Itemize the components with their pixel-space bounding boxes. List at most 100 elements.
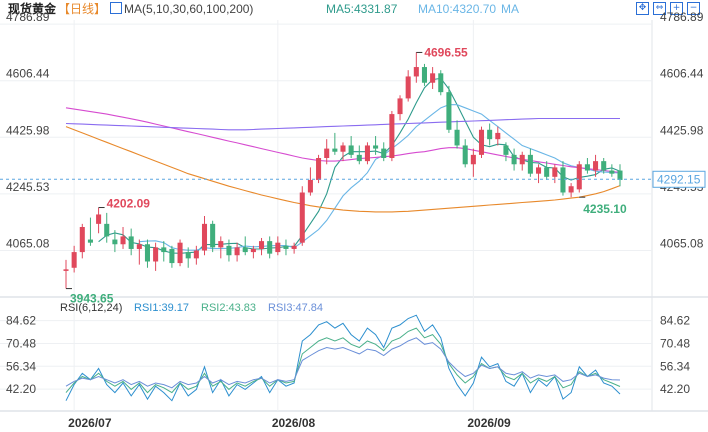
candle-body xyxy=(112,239,118,245)
rsi-tick-right: 42.20 xyxy=(660,382,690,396)
rsi-tick-left: 70.48 xyxy=(6,336,36,350)
toolbar: ✥ ⇔ + − xyxy=(636,2,700,15)
candle-body xyxy=(576,164,582,190)
candle-body xyxy=(470,154,476,165)
zoom-in-icon[interactable]: + xyxy=(670,2,683,15)
candle-body xyxy=(275,242,281,253)
candle-body xyxy=(291,245,297,249)
candle-body xyxy=(136,244,142,249)
candle-body xyxy=(63,269,69,271)
y-tick-left: 4425.98 xyxy=(6,123,50,137)
candle-body xyxy=(495,132,501,140)
candle-body xyxy=(503,145,509,155)
current-price-label: 4292.15 xyxy=(657,172,701,186)
candle-body xyxy=(356,154,362,162)
local-high-label: 4202.09 xyxy=(107,197,151,211)
candle-body xyxy=(324,148,330,158)
rsi-params: RSI(6,12,24) xyxy=(60,302,122,314)
local-low-label: 4235.10 xyxy=(583,202,627,216)
ma-params: MA(5,10,30,60,100,200) xyxy=(124,2,254,16)
x-tick-label: 2026/09 xyxy=(467,416,511,430)
candle-body xyxy=(299,192,305,243)
y-tick-right: 4606.44 xyxy=(660,67,704,81)
candle-body xyxy=(153,247,159,262)
candle-body xyxy=(544,167,550,177)
candle-body xyxy=(234,247,240,256)
candle-body xyxy=(250,248,256,253)
candle-body xyxy=(609,170,615,174)
candle-body xyxy=(381,148,387,158)
candle-body xyxy=(405,76,411,99)
candle-body xyxy=(413,67,419,77)
x-tick-label: 2026/08 xyxy=(272,416,316,430)
candle-body xyxy=(242,247,248,253)
candle-body xyxy=(87,239,93,243)
chart-header: 现货黄金 【日线】 MA(5,10,30,60,100,200) MA5:433… xyxy=(0,0,708,18)
crosshair-icon[interactable]: ✥ xyxy=(636,2,649,15)
candle-body xyxy=(552,167,558,177)
candle-body xyxy=(71,252,77,268)
rsi-tick-right: 84.62 xyxy=(660,314,690,328)
y-tick-left: 4786.89 xyxy=(6,10,50,24)
candle-body xyxy=(536,167,542,174)
candle-body xyxy=(283,245,289,249)
period-selector[interactable]: 【日线】 xyxy=(58,2,107,16)
ma5-line xyxy=(98,77,621,254)
rsi3-line xyxy=(65,337,621,389)
ma100-line xyxy=(65,126,621,213)
candle-body xyxy=(161,247,167,253)
candle-body xyxy=(169,248,175,264)
candle-body xyxy=(120,236,126,245)
candle-body xyxy=(487,129,493,140)
zoom-out-icon[interactable]: − xyxy=(687,2,700,15)
candle-body xyxy=(210,223,216,248)
ma-more: MA xyxy=(501,2,519,16)
candle-body xyxy=(316,158,322,180)
candle-body xyxy=(446,92,452,130)
candle-body xyxy=(421,67,427,83)
rsi2-value: RSI2:43.83 xyxy=(201,302,256,314)
candle-body xyxy=(527,154,533,174)
candle-body xyxy=(104,223,110,237)
y-tick-left: 4606.44 xyxy=(6,67,50,81)
candle-body xyxy=(144,244,150,262)
candle-body xyxy=(454,129,460,146)
rsi2-line xyxy=(65,327,621,394)
candle-body xyxy=(568,186,574,193)
ma-settings-label[interactable]: MA(5,10,30,60,100,200) xyxy=(110,0,253,18)
low-label: 3943.65 xyxy=(70,292,114,306)
candle-body xyxy=(201,223,208,251)
candle-body xyxy=(177,242,183,264)
ma10-value: MA10:4320.70 xyxy=(418,2,497,16)
candle-body xyxy=(462,145,468,165)
candle-body xyxy=(340,145,346,152)
rsi3-value: RSI3:47.84 xyxy=(268,302,323,314)
candle-body xyxy=(79,227,85,253)
rsi-tick-left: 56.34 xyxy=(6,359,36,373)
symbol-label: 现货黄金 xyxy=(8,2,57,16)
rsi1-value: RSI1:39.17 xyxy=(134,302,189,314)
y-tick-left: 4065.08 xyxy=(6,236,50,250)
candle-body xyxy=(373,145,379,149)
y-tick-left: 4245.53 xyxy=(6,180,50,194)
candle-body xyxy=(332,148,338,152)
candle-body xyxy=(218,241,224,248)
high-label: 4696.55 xyxy=(424,45,468,59)
candle-body xyxy=(593,161,599,171)
ma60-line xyxy=(65,117,620,131)
candle-body xyxy=(267,241,273,254)
candle-body xyxy=(397,98,403,115)
current-price-tag xyxy=(652,170,706,188)
candle-body xyxy=(601,161,607,171)
candle-body xyxy=(226,245,232,256)
y-tick-right: 4425.98 xyxy=(660,123,704,137)
candle-body xyxy=(617,170,623,180)
indicator-icon xyxy=(110,2,122,14)
y-tick-right: 4065.08 xyxy=(660,236,704,250)
rsi-tick-right: 70.48 xyxy=(660,336,690,350)
move-icon[interactable]: ⇔ xyxy=(653,2,666,15)
candle-body xyxy=(128,236,134,249)
candle-body xyxy=(364,145,370,162)
y-tick-right: 4786.89 xyxy=(660,10,704,24)
ma5-value: MA5:4331.87 xyxy=(326,2,398,16)
